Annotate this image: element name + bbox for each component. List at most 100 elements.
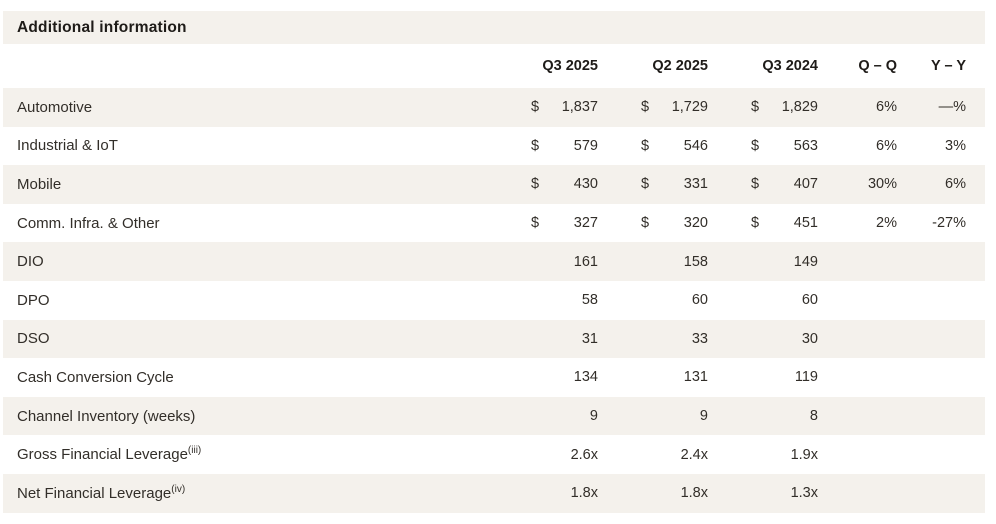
dollar-sign: $: [641, 99, 650, 116]
dollar-sign: $: [751, 176, 760, 193]
value-q3-2025: 31: [581, 330, 598, 347]
cell-q3-2025: 1.8x: [488, 474, 598, 513]
value-q3-2024: 451: [793, 215, 818, 232]
dollar-sign: $: [751, 137, 760, 154]
cell-q3-2024: 60: [708, 281, 818, 320]
cell-q3-2024: 1.9x: [708, 435, 818, 474]
cell-q3-2025: 58: [488, 281, 598, 320]
column-header-q2-2025: Q2 2025: [652, 58, 708, 74]
value-qq: [818, 281, 897, 320]
additional-info-table: Q3 2025 Q2 2025 Q3 2024 Q – Q Y – Y Auto…: [3, 44, 985, 513]
value-qq: [818, 358, 897, 397]
value-q3-2025: 161: [573, 253, 598, 270]
table-header-row: Q3 2025 Q2 2025 Q3 2024 Q – Q Y – Y: [3, 44, 985, 88]
cell-q2-2025: $546: [598, 127, 708, 166]
dollar-sign: $: [531, 176, 540, 193]
cell-q2-2025: 60: [598, 281, 708, 320]
cell-q3-2025: $430: [488, 165, 598, 204]
column-header-qq: Q – Q: [858, 58, 897, 74]
row-label: Cash Conversion Cycle: [17, 368, 174, 386]
table-row: DSO 31 33 30: [3, 319, 985, 359]
table-row: Automotive $1,837 $1,729 $1,829 6% —%: [3, 88, 985, 127]
dollar-sign: $: [641, 137, 650, 154]
value-yy: 3%: [945, 137, 966, 154]
row-label: Mobile: [17, 175, 62, 193]
value-q3-2025: 579: [573, 137, 598, 154]
section-title: Additional information: [17, 18, 187, 36]
cell-q3-2024: 30: [708, 320, 818, 359]
table-row: Mobile $430 $331 $407 30% 6%: [3, 165, 985, 204]
value-q3-2025: 58: [581, 292, 598, 309]
value-q2-2025: 1,729: [671, 99, 708, 116]
value-yy: 6%: [945, 176, 966, 193]
cell-q2-2025: 1.8x: [598, 474, 708, 513]
value-q2-2025: 331: [683, 176, 708, 193]
cell-q2-2025: 158: [598, 242, 708, 281]
dollar-sign: $: [641, 215, 650, 232]
value-q3-2024: 8: [809, 408, 818, 425]
value-yy: [897, 474, 985, 513]
table-row: Gross Financial Leverage(iii) 2.6x 2.4x …: [3, 435, 985, 474]
value-q2-2025: 60: [691, 292, 708, 309]
row-label: Gross Financial Leverage(iii): [17, 445, 202, 464]
value-yy: -27%: [932, 215, 966, 232]
value-yy: [897, 281, 985, 320]
value-q3-2024: 1,829: [781, 99, 818, 116]
value-qq: [818, 242, 897, 281]
value-yy: [897, 358, 985, 397]
cell-q2-2025: $331: [598, 165, 708, 204]
value-q3-2024: 119: [794, 369, 818, 386]
value-q3-2025: 327: [573, 215, 598, 232]
value-qq: 6%: [876, 99, 897, 116]
table-row: Net Financial Leverage(iv) 1.8x 1.8x 1.3…: [3, 473, 985, 513]
section-title-bar: Additional information: [3, 11, 985, 44]
column-header-yy: Y – Y: [931, 58, 966, 74]
cell-q3-2024: $563: [708, 127, 818, 166]
value-q3-2024: 60: [801, 292, 818, 309]
value-yy: [897, 435, 985, 474]
value-q3-2024: 30: [801, 330, 818, 347]
cell-q2-2025: $320: [598, 204, 708, 243]
cell-q3-2024: 1.3x: [708, 474, 818, 513]
value-yy: [897, 320, 985, 359]
table-row: Channel Inventory (weeks) 9 9 8: [3, 396, 985, 436]
value-q2-2025: 320: [683, 215, 708, 232]
cell-q3-2025: $1,837: [488, 88, 598, 127]
dollar-sign: $: [531, 215, 540, 232]
value-qq: [818, 435, 897, 474]
value-q3-2024: 1.3x: [790, 485, 818, 502]
value-qq: 2%: [876, 215, 897, 232]
value-yy: [897, 397, 985, 436]
cell-q3-2025: 31: [488, 320, 598, 359]
cell-q3-2024: $451: [708, 204, 818, 243]
table-row: Cash Conversion Cycle 134 131 119: [3, 358, 985, 397]
column-header-q3-2024: Q3 2024: [762, 58, 818, 74]
value-yy: —%: [938, 99, 966, 116]
cell-q2-2025: $1,729: [598, 88, 708, 127]
value-q2-2025: 9: [699, 408, 708, 425]
row-label: DIO: [17, 253, 44, 271]
value-q2-2025: 33: [691, 330, 708, 347]
header-spacer: [3, 44, 488, 88]
value-q3-2025: 1.8x: [570, 485, 598, 502]
cell-q2-2025: 131: [598, 358, 708, 397]
value-q3-2025: 9: [589, 408, 598, 425]
dollar-sign: $: [531, 99, 540, 116]
value-q2-2025: 1.8x: [680, 485, 708, 502]
cell-q2-2025: 2.4x: [598, 435, 708, 474]
cell-q3-2025: 161: [488, 242, 598, 281]
value-qq: [818, 397, 897, 436]
row-label: DPO: [17, 291, 50, 309]
dollar-sign: $: [751, 99, 760, 116]
value-qq: 6%: [876, 137, 897, 154]
value-q2-2025: 546: [683, 137, 708, 154]
value-yy: [897, 242, 985, 281]
cell-q3-2025: 134: [488, 358, 598, 397]
footnote-ref: (iv): [171, 483, 186, 495]
cell-q3-2025: 9: [488, 397, 598, 436]
cell-q3-2024: $407: [708, 165, 818, 204]
table-body: Automotive $1,837 $1,729 $1,829 6% —% In…: [3, 88, 985, 513]
row-label: Industrial & IoT: [17, 137, 118, 155]
table-row: DIO 161 158 149: [3, 242, 985, 281]
value-q2-2025: 2.4x: [680, 446, 708, 463]
